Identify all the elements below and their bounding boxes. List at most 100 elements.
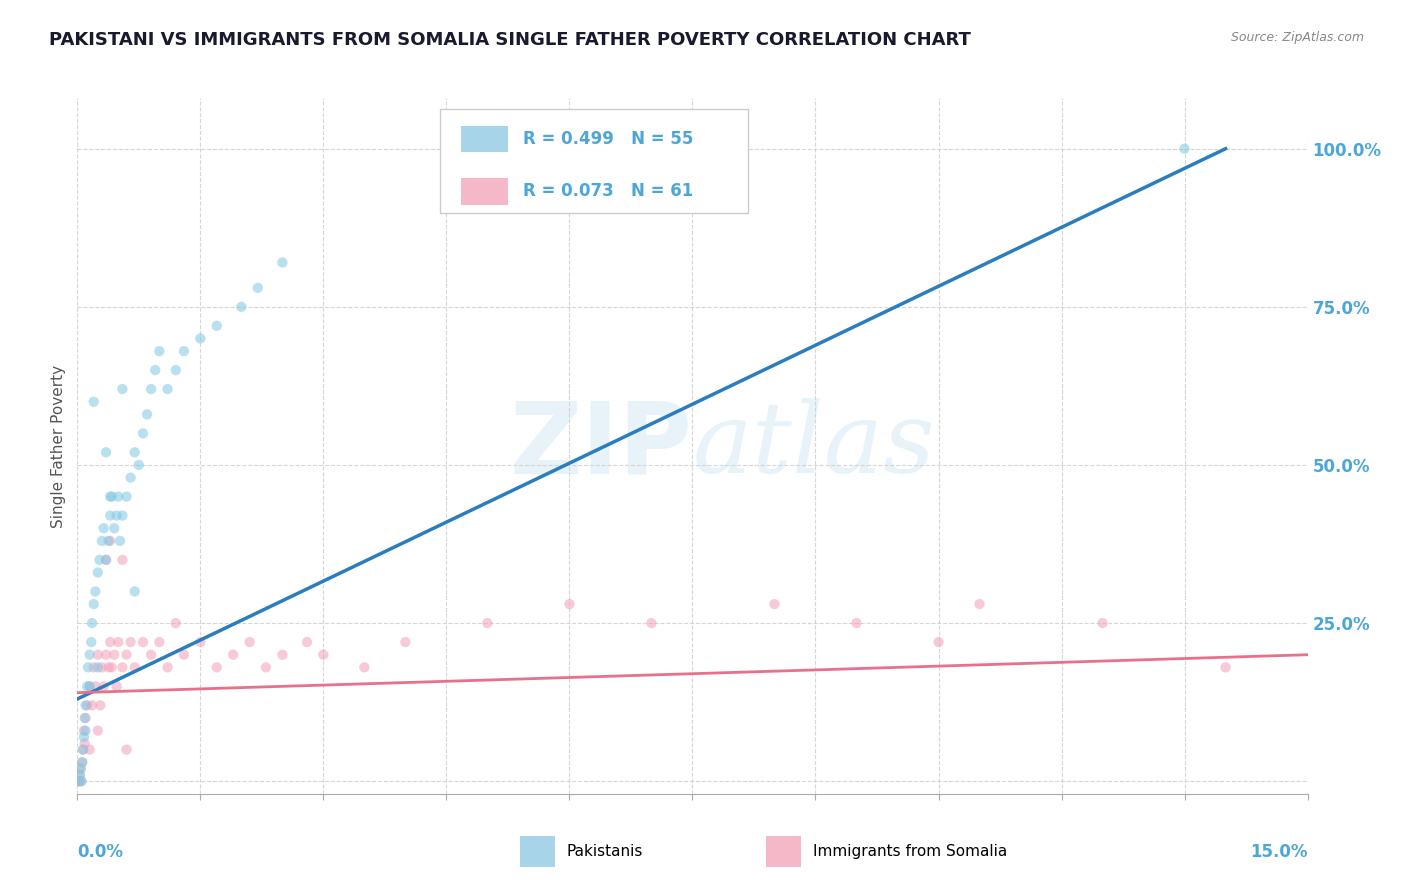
Point	[148, 635, 170, 649]
FancyBboxPatch shape	[440, 109, 748, 213]
Point	[132, 426, 155, 441]
Point	[97, 533, 120, 548]
Point	[87, 566, 110, 580]
Point	[188, 331, 212, 345]
Point	[763, 597, 786, 611]
Point	[143, 363, 166, 377]
Point	[84, 584, 107, 599]
Text: Source: ZipAtlas.com: Source: ZipAtlas.com	[1230, 31, 1364, 45]
Point	[73, 711, 96, 725]
Point	[93, 679, 115, 693]
Text: ZIP: ZIP	[509, 398, 693, 494]
Point	[83, 394, 105, 409]
Point	[94, 445, 117, 459]
Point	[246, 281, 269, 295]
Point	[640, 616, 662, 631]
Point	[1174, 142, 1197, 156]
Point	[141, 648, 163, 662]
Point	[87, 648, 110, 662]
Point	[94, 648, 117, 662]
Point	[107, 490, 129, 504]
Point	[94, 553, 117, 567]
Point	[136, 408, 159, 422]
Point	[477, 616, 499, 631]
Point	[98, 635, 121, 649]
Point	[115, 490, 138, 504]
Point	[70, 756, 93, 770]
Point	[80, 635, 103, 649]
Point	[205, 318, 228, 333]
Point	[239, 635, 262, 649]
Point	[70, 774, 93, 789]
Point	[76, 698, 98, 713]
Point	[271, 648, 294, 662]
Point	[115, 742, 138, 756]
Point	[87, 660, 110, 674]
Point	[173, 344, 195, 359]
Point	[83, 597, 105, 611]
Point	[79, 679, 101, 693]
Point	[67, 774, 90, 789]
Point	[111, 553, 134, 567]
Point	[845, 616, 868, 631]
Point	[120, 470, 142, 484]
Point	[93, 521, 115, 535]
Point	[132, 635, 155, 649]
Point	[69, 768, 91, 782]
Point	[73, 723, 96, 738]
Point	[353, 660, 375, 674]
Point	[69, 762, 91, 776]
Point	[124, 445, 146, 459]
Point	[67, 774, 90, 789]
Point	[312, 648, 335, 662]
Point	[141, 382, 163, 396]
Point	[101, 660, 124, 674]
Point	[75, 723, 97, 738]
Point	[89, 698, 111, 713]
Bar	[461, 178, 508, 204]
Point	[231, 300, 253, 314]
Text: 0.0%: 0.0%	[77, 843, 124, 861]
Point	[98, 490, 121, 504]
Point	[79, 679, 101, 693]
Text: atlas: atlas	[693, 399, 935, 493]
Point	[295, 635, 318, 649]
Point	[111, 660, 134, 674]
Point	[111, 508, 134, 523]
Point	[82, 616, 104, 631]
Point	[98, 533, 121, 548]
Point	[558, 597, 581, 611]
Point	[83, 660, 105, 674]
Point	[148, 344, 170, 359]
Point	[156, 382, 179, 396]
Point	[73, 730, 96, 744]
Text: Immigrants from Somalia: Immigrants from Somalia	[813, 844, 1007, 859]
Point	[1091, 616, 1114, 631]
Point	[107, 635, 129, 649]
Bar	[520, 836, 555, 867]
Point	[75, 698, 97, 713]
Text: PAKISTANI VS IMMIGRANTS FROM SOMALIA SINGLE FATHER POVERTY CORRELATION CHART: PAKISTANI VS IMMIGRANTS FROM SOMALIA SIN…	[49, 31, 972, 49]
Point	[105, 679, 128, 693]
Point	[128, 458, 150, 472]
Point	[115, 648, 138, 662]
Point	[1215, 660, 1237, 674]
Point	[97, 660, 120, 674]
Point	[101, 490, 124, 504]
Point	[67, 774, 90, 789]
Point	[120, 635, 142, 649]
Bar	[766, 836, 801, 867]
Point	[124, 584, 146, 599]
Point	[103, 521, 125, 535]
Point	[75, 711, 97, 725]
Y-axis label: Single Father Poverty: Single Father Poverty	[51, 365, 66, 527]
Point	[72, 742, 94, 756]
Point	[72, 742, 94, 756]
Point	[73, 736, 96, 750]
Point	[173, 648, 195, 662]
Point	[70, 756, 93, 770]
Point	[394, 635, 416, 649]
Text: R = 0.499   N = 55: R = 0.499 N = 55	[523, 130, 693, 148]
Point	[105, 508, 128, 523]
Point	[108, 533, 131, 548]
